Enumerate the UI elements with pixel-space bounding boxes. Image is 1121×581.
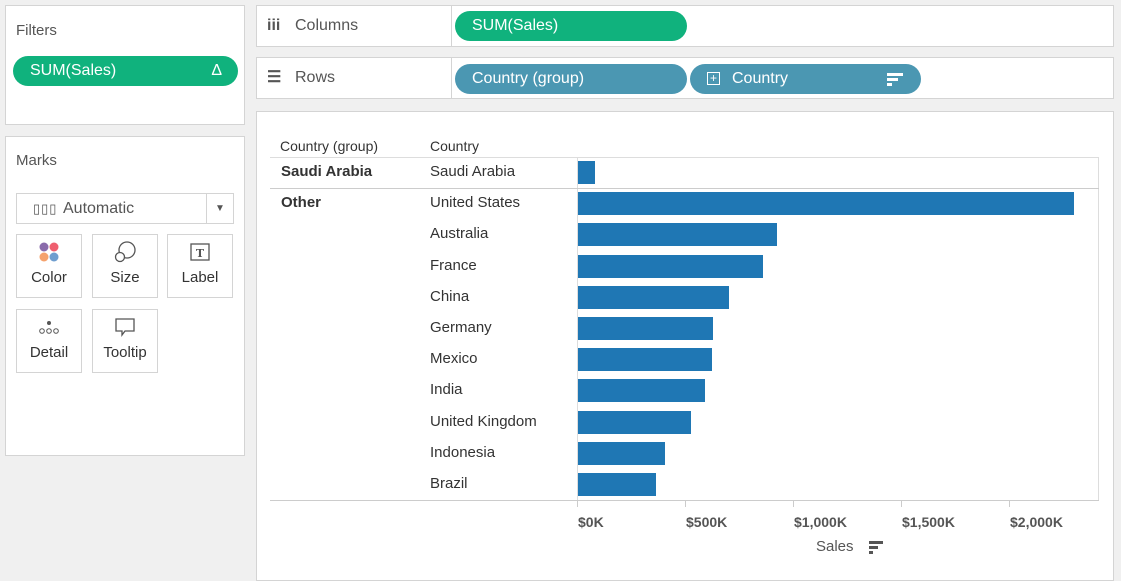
chevron-down-icon[interactable]: ▼: [206, 194, 233, 223]
svg-text:T: T: [196, 247, 205, 260]
x-tick-label: $500K: [686, 514, 728, 530]
country-label: India: [430, 381, 463, 399]
country-label: United States: [430, 194, 521, 212]
columns-pill-label: SUM(Sales): [472, 17, 559, 34]
detail-card[interactable]: Detail: [16, 309, 82, 373]
group-divider: [270, 188, 1099, 189]
tooltip-card[interactable]: Tooltip: [92, 309, 158, 373]
size-label: Size: [110, 269, 140, 286]
header-country: Country: [430, 138, 480, 154]
color-icon: [39, 242, 59, 262]
sort-icon[interactable]: [869, 541, 883, 554]
bar-china[interactable]: [578, 285, 730, 309]
axis-line: [577, 158, 578, 501]
x-tick-label: $1,500K: [902, 514, 955, 530]
x-tick-mark: [577, 501, 578, 507]
bar-chart-icon: ▯▯▯: [33, 201, 58, 216]
columns-icon: iii: [267, 17, 281, 34]
bar-germany[interactable]: [578, 317, 714, 340]
x-tick-mark: [685, 501, 686, 507]
x-axis-title: Sales: [816, 538, 854, 555]
filters-title: Filters: [16, 22, 57, 39]
group-label: Other: [281, 194, 322, 212]
country-label: United Kingdom: [430, 412, 537, 430]
x-tick-mark: [793, 501, 794, 507]
rows-pill-country[interactable]: + Country: [690, 64, 921, 94]
size-icon: [114, 241, 136, 263]
country-label: Mexico: [430, 350, 478, 368]
bar-indonesia[interactable]: [578, 441, 666, 465]
bar-france[interactable]: [578, 254, 763, 278]
columns-pill-sum-sales[interactable]: SUM(Sales): [455, 11, 687, 41]
delta-icon: Δ: [211, 62, 222, 79]
country-label: France: [430, 256, 477, 274]
x-tick-mark: [1009, 501, 1010, 507]
header-country-group: Country (group): [280, 138, 379, 154]
mark-type-label: Automatic: [63, 200, 135, 217]
bar-mexico[interactable]: [578, 348, 713, 372]
label-card[interactable]: T Label: [167, 234, 233, 298]
country-label: Germany: [430, 319, 492, 336]
rows-pill-country-group[interactable]: Country (group): [455, 64, 687, 94]
bar-australia[interactable]: [578, 223, 777, 247]
country-label: Saudi Arabia: [430, 163, 516, 180]
rows-pill-label: Country (group): [472, 70, 585, 87]
columns-shelf[interactable]: iii Columns SUM(Sales): [256, 5, 1114, 47]
label-icon: T: [190, 243, 210, 261]
filter-pill-sum-sales[interactable]: SUM(Sales) Δ: [13, 56, 238, 86]
color-card[interactable]: Color: [16, 234, 82, 298]
x-tick-label: $2,000K: [1010, 514, 1063, 530]
color-label: Color: [31, 269, 67, 286]
country-label: China: [430, 287, 470, 305]
marks-panel: Marks ▯▯▯ Automatic ▼ Color Size T Label…: [5, 136, 245, 456]
frame-bottom: [270, 500, 1099, 501]
x-tick-mark: [901, 501, 902, 507]
mark-type-dropdown[interactable]: ▯▯▯ Automatic ▼: [16, 193, 234, 224]
rows-label: Rows: [295, 69, 336, 86]
filters-panel: Filters SUM(Sales) Δ: [5, 5, 245, 125]
sort-descending-icon[interactable]: [887, 73, 903, 86]
rows-shelf[interactable]: ☰ Rows Country (group) + Country: [256, 57, 1114, 99]
label-label: Label: [181, 269, 219, 286]
group-label: Saudi Arabia: [281, 163, 373, 180]
x-tick-label: $0K: [578, 514, 604, 530]
filter-pill-label: SUM(Sales): [30, 62, 117, 79]
size-card[interactable]: Size: [92, 234, 158, 298]
x-tick-label: $1,000K: [794, 514, 847, 530]
country-label: Australia: [430, 225, 489, 243]
frame-top: [270, 157, 1099, 158]
rows-list-icon: ☰: [267, 69, 282, 86]
bar-india[interactable]: [578, 379, 706, 403]
bar-united-kingdom[interactable]: [578, 410, 692, 434]
rows-pill-label: Country: [732, 70, 789, 87]
country-label: Indonesia: [430, 443, 496, 461]
bar-united-states[interactable]: [578, 192, 1075, 216]
detail-icon: [39, 321, 59, 334]
frame-right: [1098, 158, 1099, 501]
country-label: Brazil: [430, 475, 468, 492]
bar-saudi-arabia[interactable]: [578, 161, 596, 184]
bar-brazil[interactable]: [578, 473, 656, 496]
marks-title: Marks: [16, 152, 57, 169]
tooltip-icon: [115, 318, 135, 337]
expand-plus-icon[interactable]: +: [707, 72, 720, 85]
columns-label: Columns: [295, 17, 359, 34]
detail-label: Detail: [29, 344, 69, 361]
tooltip-label: Tooltip: [103, 344, 147, 361]
